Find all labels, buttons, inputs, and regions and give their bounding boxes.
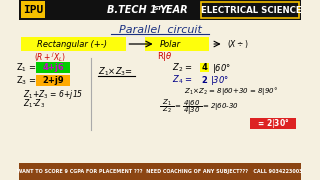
Text: = 2$|$60-30: = 2$|$60-30 xyxy=(202,100,238,111)
Text: Z$_1$-Z$_3$: Z$_1$-Z$_3$ xyxy=(23,98,45,110)
Text: $|$60°: $|$60° xyxy=(212,62,231,75)
Text: ELECTRICAL SCIENCE: ELECTRICAL SCIENCE xyxy=(201,6,301,15)
Text: YEAR: YEAR xyxy=(159,5,188,15)
Text: Z$_1$$\times$Z$_2$ = 8$|$60+30 = 8$|$90°: Z$_1$$\times$Z$_2$ = 8$|$60+30 = 8$|$90° xyxy=(184,85,278,97)
Text: 2: 2 xyxy=(201,75,207,84)
Text: $(R+^jX_L)$: $(R+^jX_L)$ xyxy=(35,50,67,64)
Text: Rectangular (+-): Rectangular (+-) xyxy=(37,39,107,48)
Text: =: = xyxy=(175,103,180,109)
Bar xyxy=(250,118,296,129)
Text: $|$30°: $|$30° xyxy=(210,73,228,87)
Text: R$|\theta$: R$|\theta$ xyxy=(156,50,172,62)
Bar xyxy=(202,2,300,18)
Text: Z$_1$+Z$_3$ = 6+j15: Z$_1$+Z$_3$ = 6+j15 xyxy=(23,87,84,100)
Text: Z$_2$ =: Z$_2$ = xyxy=(172,62,192,74)
Text: Z$_2$: Z$_2$ xyxy=(162,105,172,115)
Text: 2+j9: 2+j9 xyxy=(42,76,64,85)
Bar xyxy=(200,63,209,72)
Bar xyxy=(19,0,301,20)
Bar xyxy=(20,1,45,18)
Text: Z$_3$ =: Z$_3$ = xyxy=(15,74,36,87)
Bar xyxy=(145,37,209,51)
Bar xyxy=(21,37,125,51)
Text: IPU: IPU xyxy=(23,5,43,15)
Text: Z$_1$$\times$Z$_3$=: Z$_1$$\times$Z$_3$= xyxy=(98,66,133,78)
Text: = 2$|$30°: = 2$|$30° xyxy=(257,117,289,130)
Bar xyxy=(19,163,301,180)
Text: Parallel  circuit: Parallel circuit xyxy=(119,25,201,35)
Text: 4: 4 xyxy=(201,63,207,72)
Text: Z$_4$ =: Z$_4$ = xyxy=(172,74,192,86)
Text: $(X\div)$: $(X\div)$ xyxy=(227,38,249,50)
Text: 4$|$30: 4$|$30 xyxy=(183,105,200,116)
Text: ST: ST xyxy=(154,6,163,10)
Bar xyxy=(36,62,70,73)
Text: B.TECH 1: B.TECH 1 xyxy=(107,5,156,15)
Text: Z$_1$: Z$_1$ xyxy=(162,98,172,108)
Text: Z$_1$ =: Z$_1$ = xyxy=(15,61,36,74)
Text: 4+j6: 4+j6 xyxy=(42,63,64,72)
Text: 4$|$60: 4$|$60 xyxy=(183,98,200,109)
Bar xyxy=(36,75,70,86)
Text: Polar: Polar xyxy=(160,39,181,48)
Text: WANT TO SCORE 9 CGPA FOR PLACEMENT ???  NEED COACHING OF ANY SUBJECT???   CALL 9: WANT TO SCORE 9 CGPA FOR PLACEMENT ??? N… xyxy=(17,169,303,174)
